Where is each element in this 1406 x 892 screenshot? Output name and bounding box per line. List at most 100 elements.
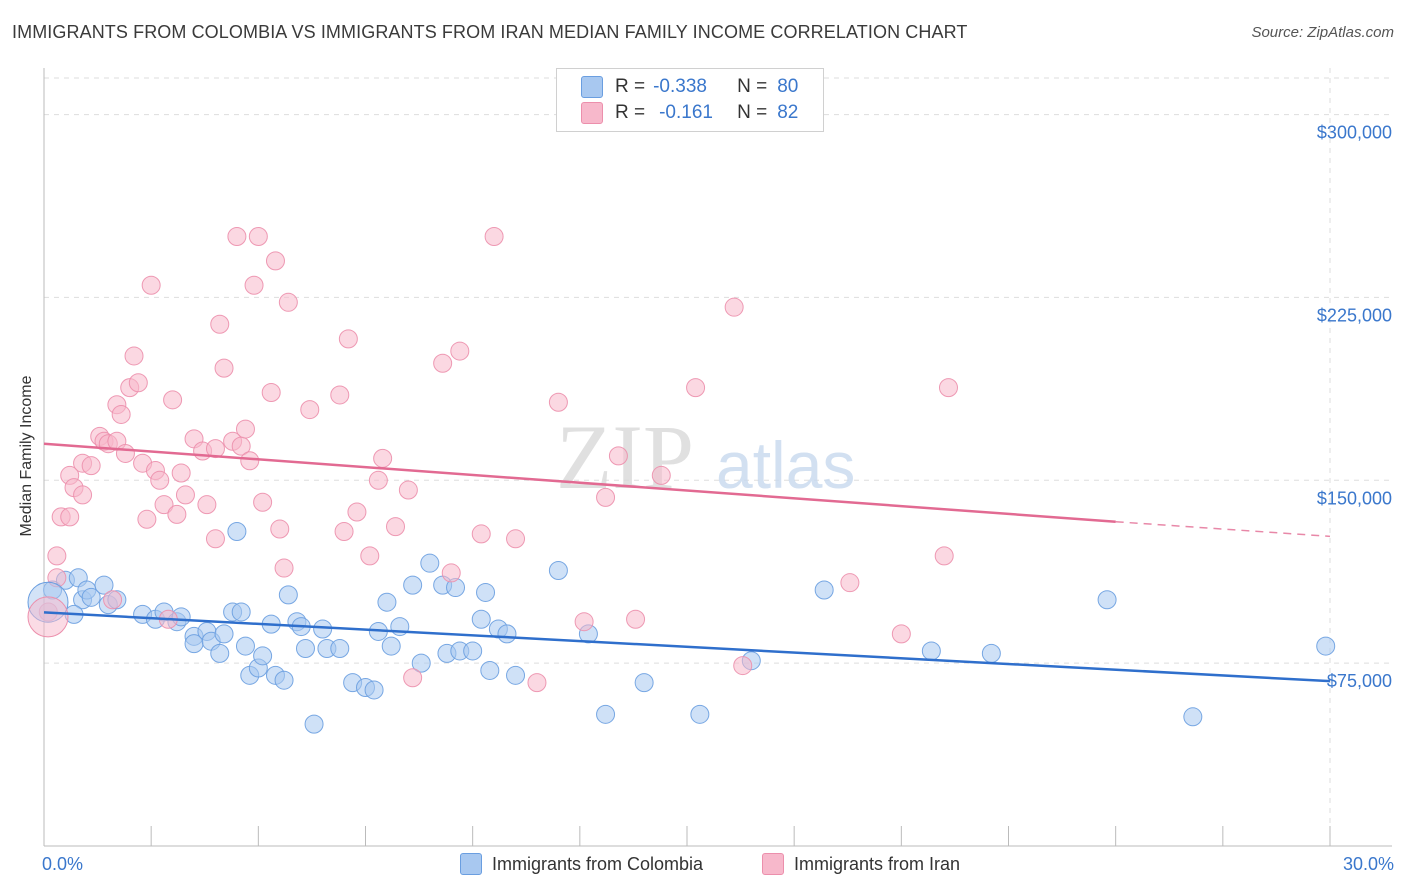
iran-point-35 [205,439,225,459]
iran-point-67 [484,226,504,246]
colombia-point-30 [274,670,294,690]
colombia-point-56 [480,660,500,680]
iran-point-73 [608,446,628,466]
iran-point-72 [596,487,616,507]
iran-point-53 [330,385,350,405]
colombia-point-44 [381,636,401,656]
colombia-r-value: -0.338 [653,76,707,97]
iran-point-38 [214,358,234,378]
colombia-point-43 [377,592,397,612]
y-tick-labels: $75,000 $150,000 $225,000 $300,000 [1317,123,1392,692]
y-tick-label-2: $225,000 [1317,305,1392,325]
colombia-point-5 [81,587,101,607]
colombia-point-54 [471,609,491,629]
colombia-point-34 [295,639,315,659]
iran-point-63 [433,353,453,373]
colombia-point-41 [364,680,384,700]
iran-point-55 [338,329,358,349]
colombia-point-55 [476,582,496,602]
colombia-point-19 [210,643,230,663]
iran-legend-swatch [762,853,784,875]
iran-point-60 [386,517,406,537]
colombia-point-64 [690,704,710,724]
iran-r-value: -0.161 [659,102,713,123]
iran-r-label: R = [615,102,646,123]
iran-point-42 [235,419,255,439]
iran-trend-line [43,442,1116,523]
iran-point-81 [934,546,954,566]
iran-point-52 [300,400,320,420]
colombia-point-53 [463,641,483,661]
iran-point-54 [334,521,354,541]
iran-point-45 [248,226,268,246]
iran-point-1 [47,546,67,566]
iran-point-75 [651,465,671,485]
iran-point-66 [471,524,491,544]
iran-point-large [27,596,69,638]
iran-swatch [581,102,603,124]
iran-point-36 [205,529,225,549]
iran-point-69 [527,673,547,693]
iran-point-30 [171,463,191,483]
iran-point-57 [360,546,380,566]
colombia-point-71 [1316,636,1336,656]
iran-point-62 [403,668,423,688]
iran-point-20 [128,373,148,393]
iran-point-79 [840,573,860,593]
axes [43,68,1392,847]
colombia-point-23 [231,602,251,622]
chart-title: IMMIGRANTS FROM COLOMBIA VS IMMIGRANTS F… [12,22,968,42]
colombia-point-7 [94,575,114,595]
y-tick-label-3: $300,000 [1317,123,1392,143]
iran-point-22 [137,509,157,529]
iran-point-47 [261,383,281,403]
iran-legend-label: Immigrants from Iran [794,853,961,874]
legend-row-colombia: R = -0.338 N = 80 [581,75,798,99]
iran-point-17 [115,443,135,463]
iran-point-74 [626,609,646,629]
iran-point-28 [163,390,183,410]
iran-point-48 [265,251,285,271]
colombia-point-27 [253,646,273,666]
iran-point-43 [240,451,260,471]
colombia-point-47 [411,653,431,673]
colombia-point-60 [548,560,568,580]
iran-n-label: N = [737,102,768,123]
bottom-legend-colombia: Immigrants from Colombia [460,852,703,876]
colombia-swatch [581,76,603,98]
legend-row-iran: R = -0.161 N = 82 [581,101,798,125]
y-tick-label-1: $150,000 [1317,488,1392,508]
iran-point-13 [103,590,123,610]
iran-point-26 [154,495,174,515]
colombia-point-22 [227,521,247,541]
iran-point-77 [724,297,744,317]
colombia-legend-label: Immigrants from Colombia [492,853,704,874]
iran-point-34 [197,495,217,515]
colombia-point-59 [506,665,526,685]
colombia-point-48 [420,553,440,573]
iran-point-23 [141,275,161,295]
iran-point-46 [253,492,273,512]
iran-point-61 [398,480,418,500]
iran-n-value: 82 [777,102,799,123]
colombia-point-31 [278,585,298,605]
iran-point-64 [441,563,461,583]
iran-point-80 [891,624,911,644]
x-tick-label-max: 30.0% [1343,854,1394,874]
colombia-point-70 [1183,707,1203,727]
iran-point-37 [210,314,230,334]
x-tick-label-min: 0.0% [42,854,83,874]
colombia-point-66 [814,580,834,600]
iran-point-51 [278,292,298,312]
iran-point-9 [81,456,101,476]
iran-point-56 [347,502,367,522]
colombia-n-value: 80 [777,76,799,97]
colombia-point-36 [313,619,333,639]
source-label: Source: ZipAtlas.com [1251,24,1394,41]
watermark-atlas: atlas [716,428,855,502]
iran-point-65 [450,341,470,361]
colombia-point-38 [330,639,350,659]
iran-point-68 [506,529,526,549]
iran-point-31 [175,485,195,505]
iran-point-8 [73,485,93,505]
